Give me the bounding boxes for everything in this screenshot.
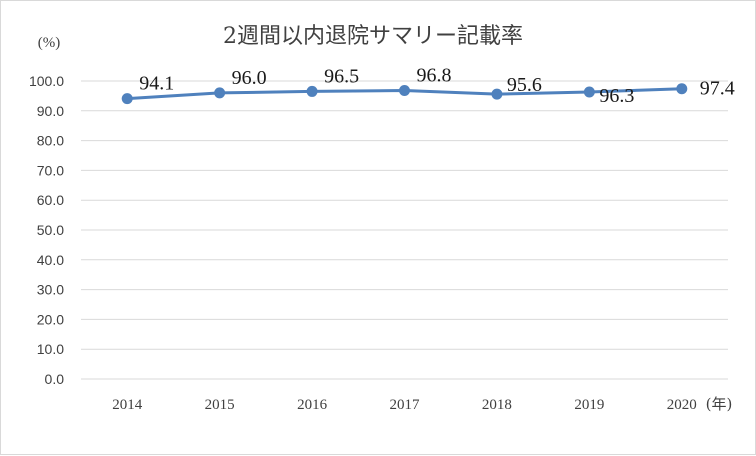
data-point (583, 86, 595, 98)
y-tick-label: 90.0 (37, 103, 64, 119)
y-tick-label: 0.0 (45, 371, 65, 387)
data-label: 97.4 (700, 78, 735, 100)
y-tick-label: 10.0 (37, 341, 64, 357)
x-axis-ticks: 2014 2015 2016 2017 2018 2019 2020 (112, 397, 697, 413)
data-label: 96.5 (324, 65, 359, 87)
grid-lines (81, 80, 728, 380)
data-point (214, 87, 226, 99)
data-point (399, 85, 410, 97)
data-label: 96.3 (599, 85, 634, 107)
x-tick-label: 2017 (390, 397, 421, 413)
data-label: 95.6 (507, 74, 542, 96)
data-point (306, 85, 318, 97)
data-label: 96.8 (417, 65, 452, 87)
y-tick-label: 20.0 (37, 311, 64, 327)
y-tick-label: 30.0 (37, 282, 64, 298)
x-tick-label: 2018 (482, 397, 512, 413)
x-tick-label: 2014 (112, 397, 143, 413)
data-point (491, 88, 503, 100)
series-line-group (121, 83, 688, 105)
y-axis-ticks: 0.0 10.0 20.0 30.0 40.0 50.0 60.0 70.0 80.0 90.0 1… (29, 73, 64, 387)
y-tick-label: 40.0 (37, 252, 64, 268)
y-tick-label: 50.0 (37, 222, 64, 238)
data-point (121, 93, 133, 105)
x-tick-label: 2016 (297, 397, 328, 413)
y-tick-label: 70.0 (37, 162, 64, 178)
y-axis-unit: (%) (38, 35, 61, 51)
data-point (676, 83, 688, 95)
y-tick-label: 80.0 (37, 133, 64, 149)
x-tick-label: 2020 (667, 397, 697, 413)
x-tick-label: 2015 (205, 397, 235, 413)
data-labels: 94.1 96.0 96.5 96.8 95.6 96.3 97.4 (139, 65, 735, 107)
data-label: 94.1 (139, 73, 174, 95)
x-tick-label: 2019 (574, 397, 604, 413)
x-axis-unit: (年) (706, 395, 733, 413)
chart-title: 2週間以内退院サマリー記載率 (223, 24, 523, 49)
y-tick-label: 60.0 (37, 192, 64, 208)
y-tick-label: 100.0 (29, 73, 64, 89)
data-label: 96.0 (232, 67, 267, 89)
